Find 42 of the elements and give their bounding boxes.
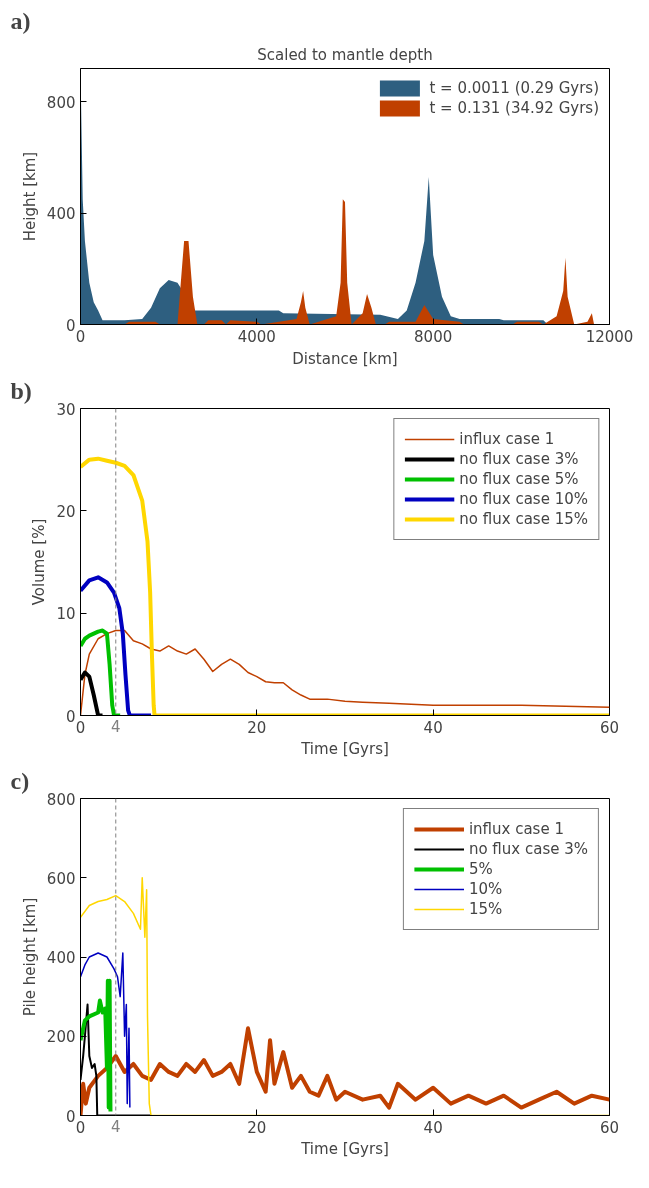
ref-line-label: 4 xyxy=(110,1117,121,1136)
chart-title: Scaled to mantle depth xyxy=(257,45,433,64)
x-tick-label: 20 xyxy=(247,718,267,737)
x-tick-label: 60 xyxy=(599,1118,620,1137)
y-axis-title: Volume [%] xyxy=(30,518,49,606)
y-axis-title: Height [km] xyxy=(20,151,39,242)
text: c) xyxy=(10,767,30,794)
text: a) xyxy=(10,7,31,34)
legend-label: no flux case 15% xyxy=(459,510,588,528)
legend-label: 5% xyxy=(468,860,493,878)
legend-label: t = 0.131 (34.92 Gyrs) xyxy=(429,99,599,117)
y-axis-title: Pile height [km] xyxy=(20,897,39,1017)
legend-label: no flux case 10% xyxy=(459,490,588,508)
y-tick-label: 400 xyxy=(46,949,76,967)
x-tick-label: 40 xyxy=(423,1118,443,1137)
legend-label: influx case 1 xyxy=(459,430,555,448)
legend-label: no flux case 3% xyxy=(468,840,588,858)
y-tick-label: 800 xyxy=(46,790,76,809)
y-tick-label: 400 xyxy=(46,205,76,224)
y-tick-label: 800 xyxy=(46,93,76,112)
legend-label: no flux case 3% xyxy=(459,450,579,468)
x-tick-label: 40 xyxy=(423,718,443,737)
x-tick-label: 8000 xyxy=(414,327,453,346)
x-tick-label: 12000 xyxy=(585,327,634,346)
legend-label: influx case 1 xyxy=(468,820,564,838)
x-axis-title: Time [Gyrs] xyxy=(300,739,389,758)
x-tick-label: 4000 xyxy=(237,327,276,346)
x-tick-label: 60 xyxy=(599,718,620,737)
x-tick-label: 20 xyxy=(247,1118,267,1137)
y-tick-label: 10 xyxy=(56,605,76,624)
y-tick-label: 200 xyxy=(46,1028,76,1047)
y-tick-label: 30 xyxy=(56,400,76,419)
legend-label: t = 0.0011 (0.29 Gyrs) xyxy=(429,79,599,97)
y-tick-label: 600 xyxy=(46,869,76,888)
legend-label: no flux case 5% xyxy=(459,470,579,488)
x-axis-title: Distance [km] xyxy=(292,349,398,368)
x-axis-title: Time [Gyrs] xyxy=(300,1139,389,1158)
legend-label: 10% xyxy=(468,880,503,898)
legend-label: 15% xyxy=(468,900,503,918)
text: b) xyxy=(10,377,32,404)
y-tick-label: 20 xyxy=(56,502,76,521)
ref-line-label: 4 xyxy=(110,717,121,736)
